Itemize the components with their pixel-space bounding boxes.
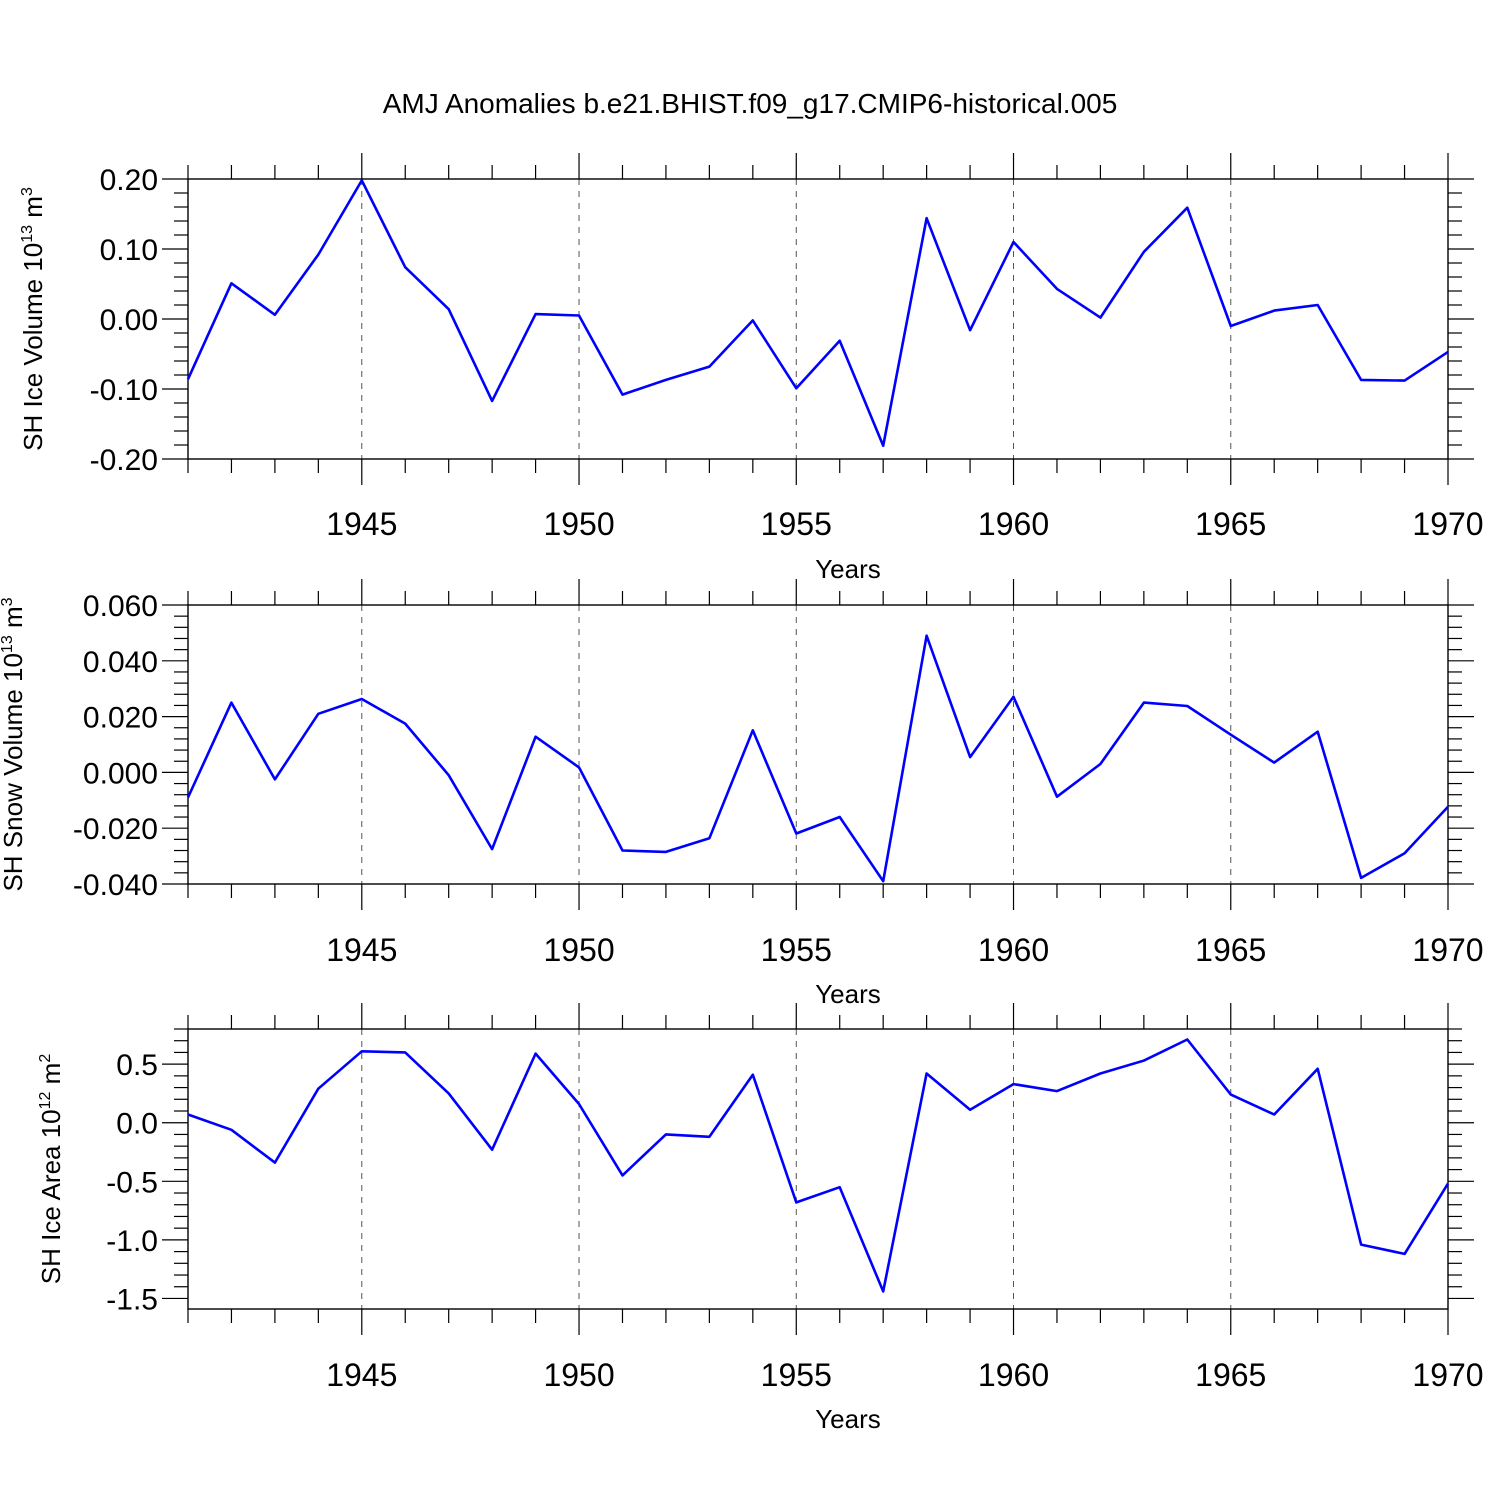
y-tick-label: 0.020 (83, 702, 158, 735)
panel-3: 0.5 0.0 -0.5 -1.0 -1.5 1945 1950 1955 1960 1965 19… (36, 1003, 1484, 1434)
y-axis-title-unit-exponent: 3 (19, 187, 36, 196)
x-axis-title: Years (815, 979, 881, 1009)
y-tick-label: 0.20 (100, 164, 158, 197)
y-axis-title-text: SH Snow Volume 10 (0, 653, 28, 891)
y-tick-label: 0.5 (116, 1049, 158, 1082)
x-tick-label: 1950 (543, 1357, 614, 1393)
x-tick-label: 1970 (1412, 506, 1483, 542)
series-line (186, 634, 1449, 883)
y-tick-label: -0.20 (90, 444, 158, 477)
x-tick-label: 1960 (978, 506, 1049, 542)
y-axis-title-exponent: 13 (19, 225, 36, 243)
x-axis-title: Years (815, 554, 881, 584)
x-tick-label: 1965 (1195, 506, 1266, 542)
y-axis-title-exponent: 13 (0, 635, 16, 653)
y-axis-title: SH Ice Volume 1013 m3 (18, 187, 48, 451)
y-axis-title: SH Snow Volume 1013 m3 (0, 597, 28, 891)
y-tick-label: -0.10 (90, 374, 158, 407)
series-line (187, 1038, 1450, 1293)
y-tick-label: 0.00 (100, 304, 158, 337)
y-axis-title-text: SH Ice Volume 10 (18, 243, 48, 451)
figure-title: AMJ Anomalies b.e21.BHIST.f09_g17.CMIP6-… (382, 88, 1118, 119)
x-tick-label: 1955 (761, 506, 832, 542)
series-line (186, 179, 1449, 448)
plot-frame (187, 178, 1449, 460)
y-tick-label: -1.5 (106, 1283, 158, 1316)
y-tick-label: -0.5 (106, 1166, 158, 1199)
x-axis-title: Years (815, 1404, 881, 1434)
x-tick-label: 1950 (543, 506, 614, 542)
y-axis-title-unit: m (0, 606, 28, 635)
y-tick-label: -0.040 (73, 869, 158, 902)
panel-1: 0.20 0.10 0.00 -0.10 -0.20 1945 1950 1955 1960 19… (18, 153, 1484, 584)
x-tick-label: 1965 (1195, 1357, 1266, 1393)
y-tick-label: 0.040 (83, 646, 158, 679)
y-axis-title-unit-exponent: 2 (37, 1054, 54, 1063)
x-tick-label: 1945 (326, 506, 397, 542)
x-tick-label: 1945 (326, 1357, 397, 1393)
y-axis-title-unit: m (18, 196, 48, 225)
x-tick-label: 1965 (1195, 932, 1266, 968)
x-tick-label: 1960 (978, 1357, 1049, 1393)
y-axis-title: SH Ice Area 1012 m2 (36, 1054, 66, 1285)
x-tick-label: 1955 (761, 1357, 832, 1393)
plot-frame (187, 604, 1449, 885)
panel-2: 0.060 0.040 0.020 0.000 -0.020 -0.040 1945 1950… (0, 579, 1484, 1009)
y-tick-label: 0.000 (83, 757, 158, 790)
x-tick-label: 1960 (978, 932, 1049, 968)
x-tick-label: 1950 (543, 932, 614, 968)
y-tick-label: 0.0 (116, 1108, 158, 1141)
x-tick-label: 1970 (1412, 1357, 1483, 1393)
y-axis-title-unit: m (36, 1063, 66, 1092)
y-axis-title-exponent: 12 (37, 1091, 54, 1109)
x-tick-label: 1970 (1412, 932, 1483, 968)
y-tick-label: -1.0 (106, 1225, 158, 1258)
x-tick-label: 1945 (326, 932, 397, 968)
y-axis-title-text: SH Ice Area 10 (36, 1109, 66, 1284)
y-tick-label: -0.020 (73, 813, 158, 846)
y-axis-title-unit-exponent: 3 (0, 597, 16, 606)
y-tick-label: 0.060 (83, 590, 158, 623)
plot-frame (187, 1028, 1449, 1310)
y-tick-label: 0.10 (100, 234, 158, 267)
x-tick-label: 1955 (761, 932, 832, 968)
